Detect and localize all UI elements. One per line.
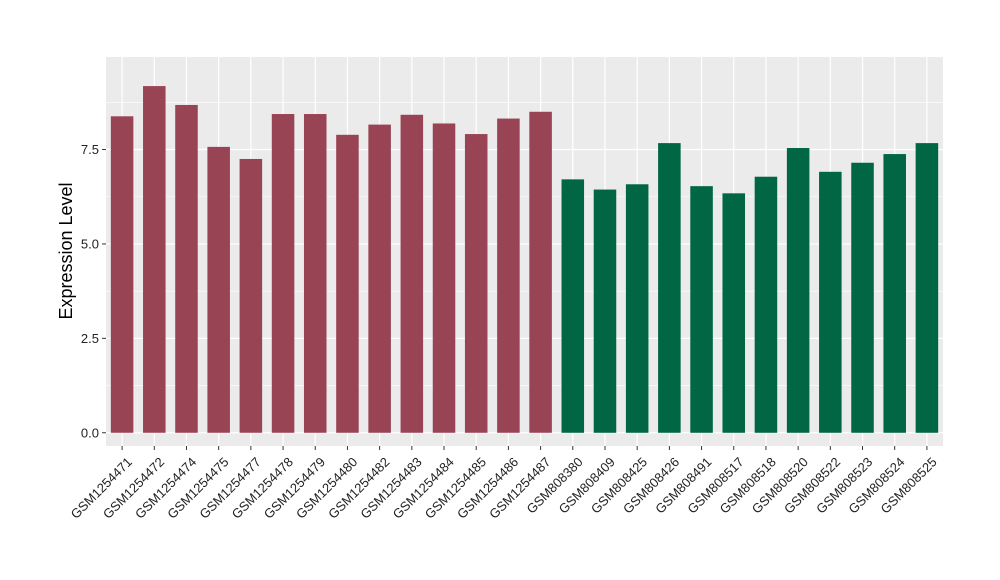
bar	[593, 189, 617, 433]
bar	[175, 104, 198, 433]
bar	[915, 143, 939, 433]
bar	[464, 134, 488, 433]
y-tick-label: 5.0	[81, 236, 99, 251]
bar	[336, 134, 359, 433]
bar	[690, 186, 713, 433]
y-tick-label: 2.5	[81, 331, 99, 346]
bar	[561, 179, 585, 433]
y-axis: 0.0 2.5 5.0 7.5	[81, 142, 106, 440]
bar	[625, 184, 649, 433]
bar	[303, 114, 327, 433]
bar	[271, 114, 295, 433]
bar	[239, 158, 263, 433]
bar	[658, 143, 681, 433]
bar	[110, 116, 134, 433]
bar	[400, 114, 424, 433]
bar	[819, 171, 842, 433]
x-axis: GSM1254471GSM1254472GSM1254474GSM1254475…	[68, 446, 940, 522]
y-tick-label: 7.5	[81, 142, 99, 157]
bar	[432, 123, 456, 433]
bar	[143, 86, 166, 433]
bar	[207, 146, 230, 433]
y-axis-title: Expression Level	[56, 182, 76, 319]
bar	[529, 111, 552, 433]
bar	[786, 148, 810, 433]
y-tick-label: 0.0	[81, 425, 99, 440]
bar	[754, 176, 778, 433]
bars	[110, 86, 939, 433]
bar	[851, 162, 874, 433]
plot-panel	[106, 57, 943, 446]
bar	[722, 193, 746, 433]
bar	[883, 154, 906, 433]
bar	[368, 124, 391, 433]
bar	[497, 118, 520, 433]
